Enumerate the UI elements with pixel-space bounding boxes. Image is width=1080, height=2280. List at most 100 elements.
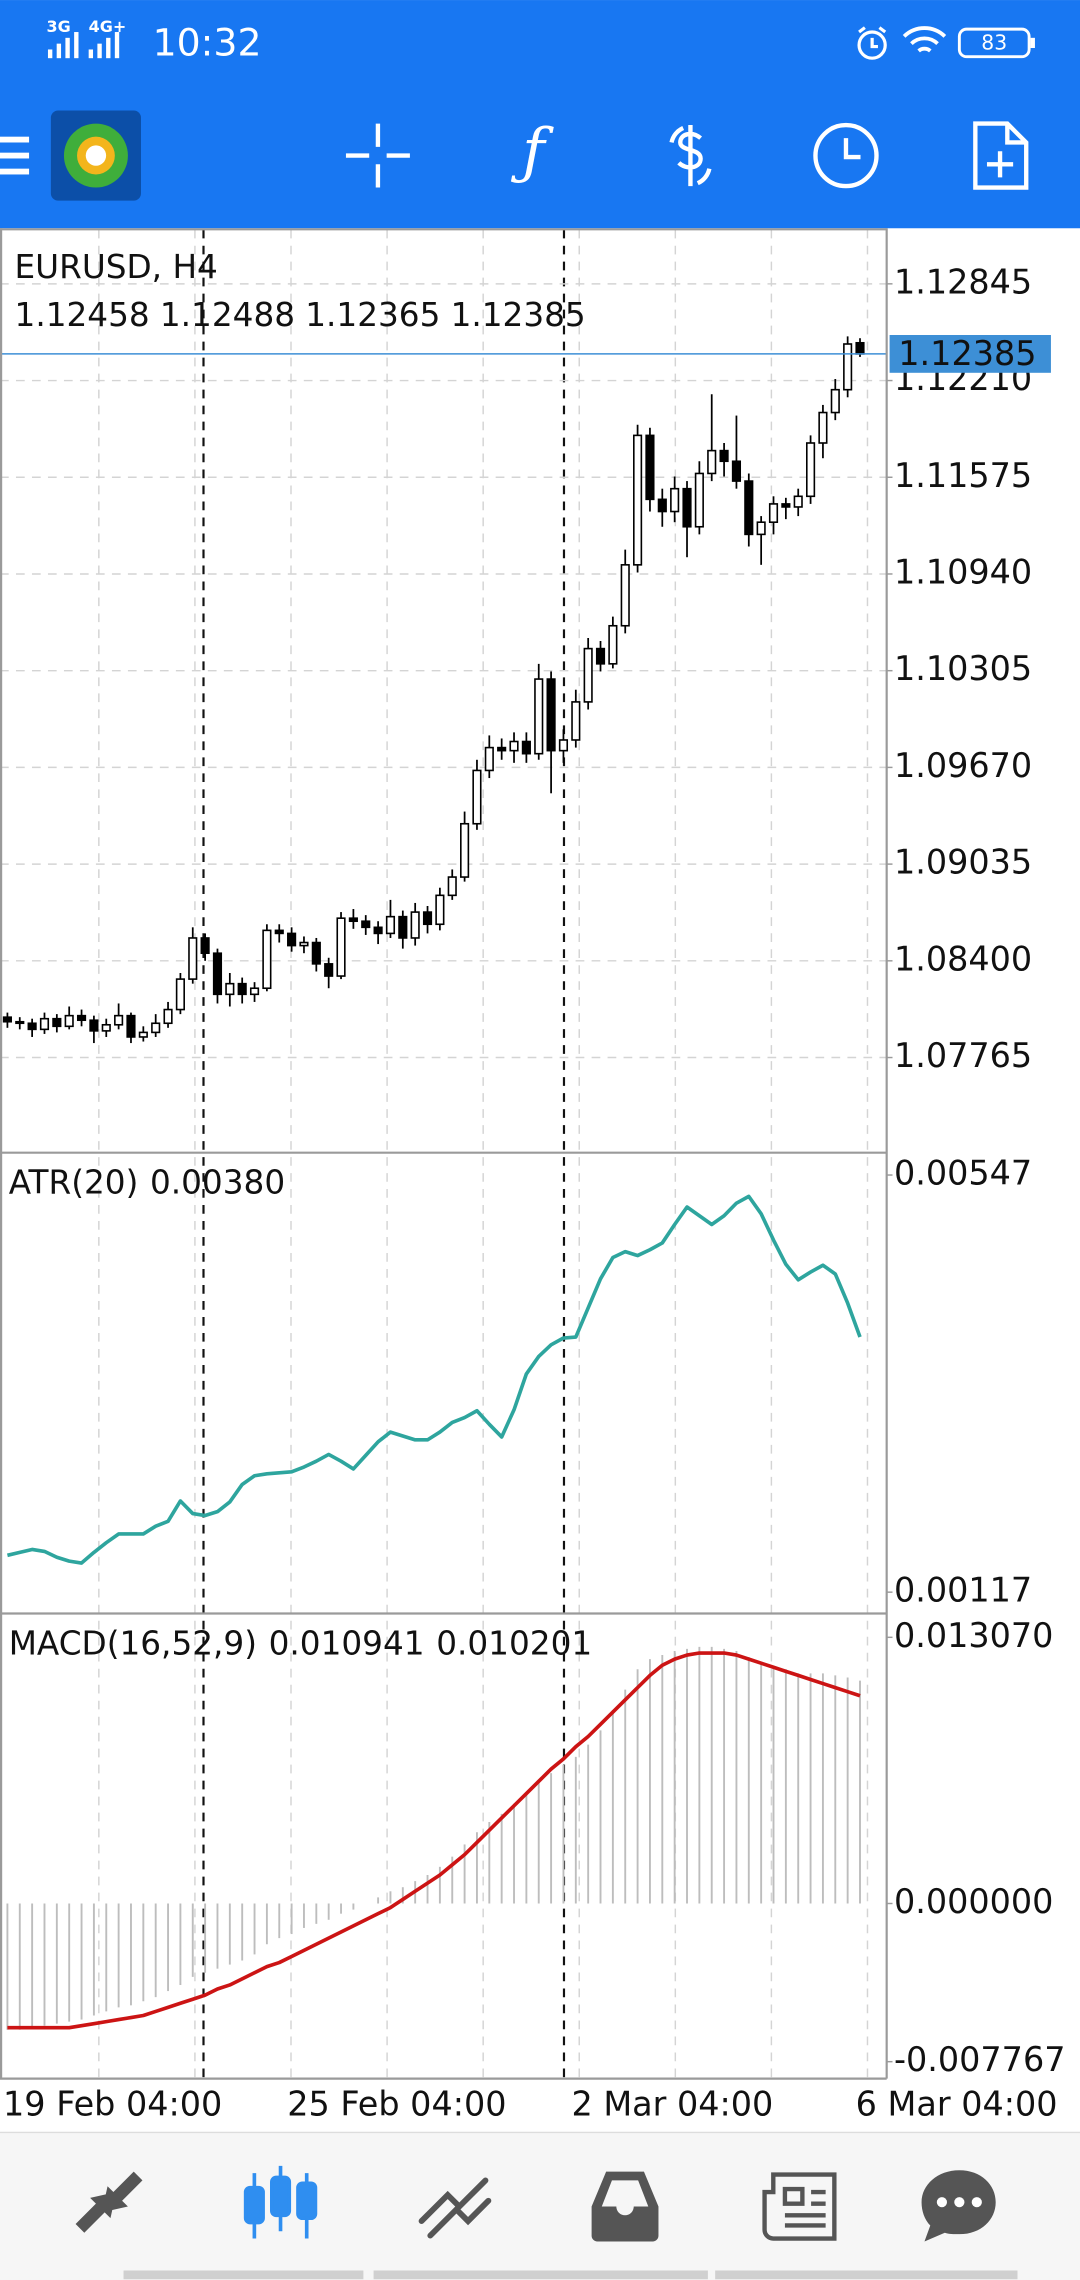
news-tab-part — [762, 2172, 837, 2241]
candle-body — [756, 521, 766, 536]
alarm-icon-part — [857, 30, 887, 60]
candle-body — [126, 1014, 136, 1038]
period-button-part — [813, 122, 879, 189]
news-tab[interactable] — [762, 2172, 837, 2241]
y-tick-label: 1.10305 — [894, 649, 1032, 688]
candle-body — [521, 740, 531, 755]
signal-icon-part — [114, 32, 120, 59]
y-tick-label: 1.08400 — [894, 939, 1032, 978]
candle-body — [571, 701, 581, 741]
candle-body — [188, 937, 198, 980]
high-value: 1.12488 — [160, 296, 295, 334]
candle-body — [694, 472, 704, 528]
chart-tab[interactable] — [243, 2165, 318, 2239]
y-tick-label: 0.000000 — [894, 1882, 1053, 1921]
chat-tab-part — [936, 2197, 947, 2208]
candle-body — [373, 926, 383, 935]
candle-body — [707, 449, 717, 475]
x-tick-label: 25 Feb 04:00 — [287, 2085, 506, 2124]
app-icon[interactable] — [50, 110, 141, 201]
status-bar: 3G 4G+ 10:32 83 — [47, 17, 1035, 65]
candle-body — [645, 434, 655, 501]
candle-body — [89, 1019, 99, 1032]
signal-line — [7, 1651, 861, 2030]
candle-body — [163, 1008, 173, 1025]
grid — [0, 229, 887, 2079]
trade-button[interactable] — [669, 125, 712, 187]
crosshair-button[interactable] — [345, 123, 410, 188]
close-value: 1.12385 — [451, 296, 586, 334]
candle-body — [793, 495, 803, 508]
alarm-icon-part — [858, 26, 887, 49]
axis-labels: 1.128451.122101.115751.109401.103051.096… — [3, 262, 1065, 2123]
quotes-tab[interactable] — [75, 2171, 143, 2233]
chat-tab[interactable] — [921, 2170, 996, 2242]
macd-value: 0.010941 — [269, 1624, 425, 1662]
candle-body — [818, 411, 828, 444]
candle-body — [324, 963, 334, 977]
network-label: 4G+ — [89, 17, 127, 36]
candle-body — [385, 915, 396, 935]
y-tick-label: 1.07765 — [894, 1036, 1032, 1075]
candle-body — [497, 746, 507, 752]
chart-tab-part — [243, 2185, 265, 2225]
tab-indicators-part — [373, 2270, 708, 2280]
candle-body — [534, 678, 544, 755]
history-tab[interactable] — [591, 2171, 659, 2242]
candle-body — [299, 941, 309, 947]
menu-button[interactable] — [0, 136, 30, 175]
price-tag-label: 1.12385 — [898, 334, 1036, 373]
candle-body — [595, 647, 606, 665]
candle-body — [805, 442, 816, 498]
menu-button-part — [0, 168, 30, 175]
trade-tab-part — [418, 2177, 492, 2239]
menu-button-part — [0, 136, 30, 143]
battery-level: 83 — [981, 31, 1007, 55]
y-tick-label: 1.11575 — [894, 456, 1032, 495]
tab-indicators-part — [715, 2270, 1018, 2280]
candle-body — [781, 503, 791, 508]
app-bar — [0, 0, 1080, 229]
tab-indicators-part — [123, 2270, 364, 2280]
bottom-nav — [0, 2131, 1080, 2280]
candle-body — [435, 894, 445, 926]
price-tag — [889, 335, 1051, 373]
candle-body — [200, 937, 210, 955]
crosshair-button-part — [345, 123, 410, 188]
chart-tab-part — [270, 2175, 292, 2218]
menu-button-part — [0, 152, 30, 159]
candle-body — [151, 1022, 161, 1034]
candle-body — [484, 746, 494, 772]
candle-body — [76, 1014, 87, 1022]
signal-icon — [47, 32, 120, 59]
candle-body — [768, 503, 779, 523]
y-tick-label: 1.12845 — [894, 262, 1032, 301]
trade-button-part — [677, 125, 703, 187]
trade-tab[interactable] — [418, 2177, 492, 2239]
candle-body — [175, 978, 185, 1011]
atr-value: 0.00380 — [150, 1164, 285, 1202]
candle-body — [101, 1023, 111, 1032]
candle-body — [633, 434, 643, 566]
candle-body — [225, 982, 235, 996]
new-order-button[interactable] — [973, 121, 1029, 190]
candle-body — [361, 920, 371, 929]
signal-icon-part — [56, 43, 62, 59]
network-label: 3G — [47, 17, 71, 36]
x-tick-label: 6 Mar 04:00 — [856, 2085, 1058, 2124]
candle-body — [336, 917, 346, 977]
macd-title: MACD(16,52,9) — [9, 1624, 257, 1662]
signal-icon-part — [88, 49, 94, 59]
low-value: 1.12365 — [305, 296, 440, 334]
app-icon-part — [85, 145, 107, 166]
alarm-icon — [857, 26, 887, 60]
signal-icon-part — [106, 37, 111, 59]
candle-body — [744, 480, 754, 536]
period-button[interactable] — [813, 122, 879, 189]
candle-body — [398, 915, 408, 939]
candle-body — [447, 876, 457, 897]
y-tick-label: 1.09035 — [894, 843, 1032, 882]
candle-body — [52, 1017, 62, 1028]
chart-frame — [0, 228, 888, 2080]
